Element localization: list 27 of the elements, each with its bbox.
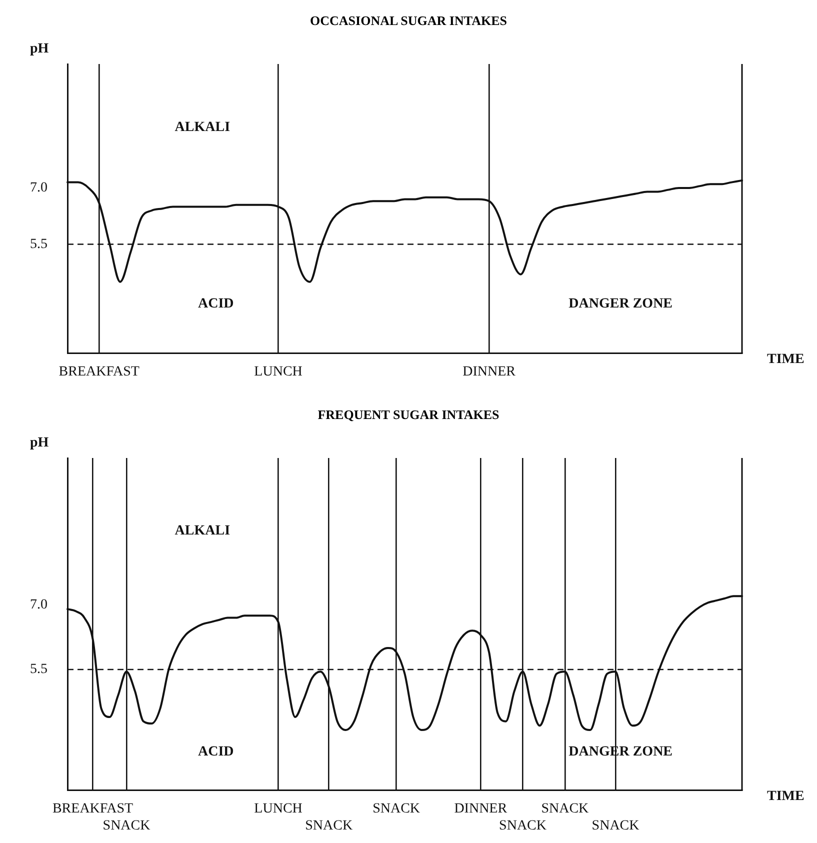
annotation: ALKALI (174, 120, 230, 136)
x-tick-label: LUNCH (254, 801, 302, 816)
x-tick-label: SNACK (541, 801, 589, 816)
x-tick-label: SNACK (305, 818, 353, 834)
chart-title: FREQUENT SUGAR INTAKES (316, 406, 500, 424)
x-tick-label: LUNCH (254, 364, 302, 380)
x-tick-label: SNACK (592, 818, 640, 834)
y-tick-label: 5.5 (30, 662, 48, 678)
x-tick-label: BREAKFAST (58, 364, 140, 380)
x-axis-title: TIME (767, 352, 804, 367)
y-tick-label: 7.0 (30, 597, 48, 612)
x-tick-label: DINNER (462, 364, 516, 380)
annotation: ACID (198, 296, 234, 312)
x-tick-label: SNACK (372, 801, 420, 816)
x-tick-label: DINNER (454, 801, 508, 816)
annotation: ALKALI (174, 524, 230, 539)
x-tick-label: SNACK (499, 818, 547, 834)
chart-title: OCCASIONAL SUGAR INTAKES (309, 12, 508, 30)
x-tick-label: BREAKFAST (52, 801, 134, 816)
annotation: ACID (198, 744, 234, 760)
y-axis-title: pH (30, 436, 49, 451)
annotation: DANGER ZONE (568, 296, 673, 312)
x-axis-title: TIME (767, 789, 804, 804)
y-tick-label: 5.5 (30, 236, 48, 252)
y-tick-label: 7.0 (30, 180, 48, 196)
x-tick-label: SNACK (102, 818, 150, 834)
y-axis-title: pH (30, 42, 49, 57)
